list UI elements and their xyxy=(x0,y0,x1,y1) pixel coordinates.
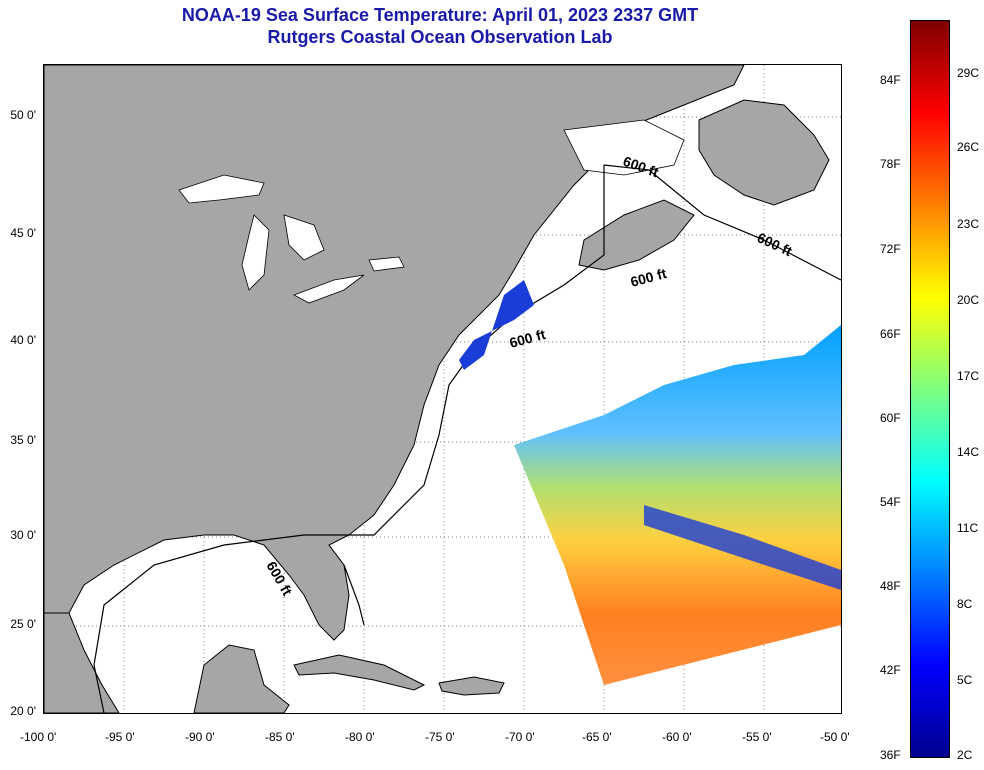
colorbar-c-label: 26C xyxy=(957,140,980,154)
longitude-tick: -100 0' xyxy=(20,730,57,744)
isobath-label: 600 ft xyxy=(755,229,795,259)
newfoundland xyxy=(698,99,830,206)
hispaniola xyxy=(438,676,505,696)
cuba xyxy=(293,654,426,691)
colorbar-f-label: 78F xyxy=(880,157,901,171)
longitude-tick: -90 0' xyxy=(185,730,215,744)
colorbar-c-label: 23C xyxy=(957,217,980,231)
colorbar-c-label: 11C xyxy=(957,521,979,535)
sst-swath xyxy=(514,325,841,685)
mexico-yucatan-landmass xyxy=(44,612,120,713)
colorbar-f-label: 84F xyxy=(880,73,901,87)
lake-erie xyxy=(293,274,365,304)
colorbar-c-label: 5C xyxy=(957,673,973,687)
colorbar-f-label: 36F xyxy=(880,748,901,762)
colorbar-f-label: 54F xyxy=(880,495,901,509)
nova-scotia xyxy=(578,199,695,271)
st-lawrence-gulf xyxy=(563,119,685,176)
isobath-600ft xyxy=(93,164,841,713)
lake-ontario xyxy=(368,256,405,272)
longitude-tick: -95 0' xyxy=(105,730,135,744)
latitude-tick: 35 0' xyxy=(10,433,36,447)
yucatan-peninsula xyxy=(193,644,290,713)
colorbar-c-label: 17C xyxy=(957,369,980,383)
sst-cold-streak xyxy=(644,505,841,590)
longitude-tick: -60 0' xyxy=(662,730,692,744)
longitude-tick: -65 0' xyxy=(582,730,612,744)
isobath-label: 600 ft xyxy=(629,265,669,290)
longitude-tick: -50 0' xyxy=(820,730,850,744)
lake-michigan xyxy=(241,214,270,291)
map-title-block: NOAA-19 Sea Surface Temperature: April 0… xyxy=(40,4,840,48)
lake-huron xyxy=(283,214,325,261)
sst-coastal-cold xyxy=(459,280,534,370)
map-subtitle: Rutgers Coastal Ocean Observation Lab xyxy=(267,27,613,47)
longitude-tick: -75 0' xyxy=(425,730,455,744)
longitude-tick: -55 0' xyxy=(742,730,772,744)
latitude-tick: 40 0' xyxy=(10,333,36,347)
map-svg: 600 ft 600 ft 600 ft 600 ft 600 ft xyxy=(44,65,841,713)
longitude-tick: -80 0' xyxy=(345,730,375,744)
colorbar-c-label: 29C xyxy=(957,66,980,80)
colorbar-f-label: 48F xyxy=(880,579,901,593)
map-title: NOAA-19 Sea Surface Temperature: April 0… xyxy=(181,5,699,25)
colorbar-f-label: 42F xyxy=(880,663,901,677)
colorbar-c-label: 8C xyxy=(957,597,973,611)
temperature-colorbar xyxy=(910,20,950,758)
lake-superior xyxy=(178,174,265,204)
colorbar-c-label: 14C xyxy=(957,445,980,459)
latitude-tick: 30 0' xyxy=(10,528,36,542)
colorbar-c-label: 20C xyxy=(957,293,980,307)
latitude-tick: 25 0' xyxy=(10,617,36,631)
isobath-label: 600 ft xyxy=(508,326,548,351)
longitude-tick: -85 0' xyxy=(265,730,295,744)
latitude-tick: 45 0' xyxy=(10,226,36,240)
colorbar-f-label: 66F xyxy=(880,327,901,341)
great-lakes xyxy=(178,174,405,304)
colorbar-f-label: 72F xyxy=(880,242,901,256)
latitude-tick: 20 0' xyxy=(10,704,36,718)
colorbar-f-label: 60F xyxy=(880,411,901,425)
latitude-tick: 50 0' xyxy=(10,108,36,122)
colorbar-c-label: 2C xyxy=(957,748,973,762)
sst-map[interactable]: 600 ft 600 ft 600 ft 600 ft 600 ft xyxy=(43,64,842,714)
longitude-tick: -70 0' xyxy=(505,730,535,744)
